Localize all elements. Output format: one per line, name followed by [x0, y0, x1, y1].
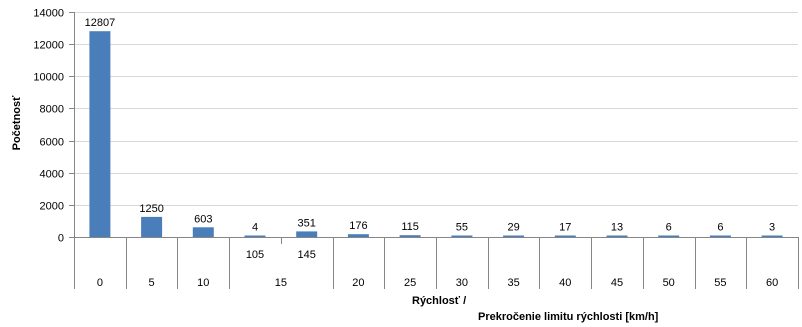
y-tick-label: 4000	[40, 169, 64, 181]
bar	[347, 234, 369, 237]
x-tick-label: 50	[663, 277, 675, 289]
x-axis-title-line2: Prekročenie limitu rýchlosti [km/h]	[478, 311, 659, 323]
bar-value-label: 17	[559, 222, 571, 234]
bar	[606, 235, 628, 237]
bar-value-label: 13	[611, 222, 623, 234]
bar-value-label: 55	[456, 222, 468, 234]
y-axis: 0 2000 4000 6000 8000 10000 12000 14000	[33, 8, 75, 245]
y-tick-label: 12000	[33, 40, 64, 52]
x-axis-title-line1: Rýchlosť /	[412, 295, 466, 307]
bar	[192, 227, 214, 237]
x-tick-label: 55	[714, 277, 726, 289]
bar-value-label: 12807	[85, 17, 116, 29]
y-axis-title: Početnosť	[11, 95, 23, 151]
bar-value-label: 6	[717, 222, 723, 234]
x-axis: 0 5 10 15 20 25 30 35 40 45 50 55 60 105 145	[74, 237, 799, 289]
y-tick-label: 6000	[40, 137, 64, 149]
y-tick-label: 14000	[33, 8, 64, 20]
bar	[399, 235, 421, 237]
x-tick-label: 15	[275, 277, 287, 289]
x-tick-label: 45	[611, 277, 623, 289]
bar-value-label: 29	[507, 222, 519, 234]
bar	[658, 235, 680, 237]
bar	[89, 31, 111, 238]
y-tick-label: 10000	[33, 72, 64, 84]
bar	[709, 235, 731, 237]
y-tick-label: 0	[58, 233, 64, 245]
x-subcategory-label: 105	[246, 249, 264, 261]
x-tick-label: 40	[559, 277, 571, 289]
x-tick-label: 0	[97, 277, 103, 289]
x-tick-label: 5	[149, 277, 155, 289]
x-tick-label: 60	[766, 277, 778, 289]
y-tick-label: 2000	[40, 201, 64, 213]
bar	[141, 216, 163, 237]
bar-value-label: 1250	[139, 203, 163, 215]
bar	[296, 231, 318, 237]
bar-value-label: 603	[194, 213, 212, 225]
bar	[761, 235, 783, 237]
bar	[451, 235, 473, 237]
bar-value-label: 351	[298, 217, 316, 229]
gridlines	[74, 12, 798, 206]
bar	[244, 235, 266, 237]
bar-value-label: 3	[769, 222, 775, 234]
bar-value-label: 4	[252, 222, 258, 234]
x-tick-label: 35	[507, 277, 519, 289]
x-tick-label: 30	[456, 277, 468, 289]
x-tick-label: 20	[352, 277, 364, 289]
x-tick-label: 25	[404, 277, 416, 289]
bars	[89, 31, 783, 238]
x-subcategory-label: 145	[298, 249, 316, 261]
x-tick-label: 10	[197, 277, 209, 289]
bar-value-label: 115	[401, 221, 419, 233]
bar-value-label: 6	[666, 222, 672, 234]
y-tick-label: 8000	[40, 104, 64, 116]
bar	[554, 235, 576, 237]
bar-value-label: 176	[349, 220, 367, 232]
data-labels: 12807 1250 603 4 351 176 115 55 29 17 13 6 6 3	[85, 17, 776, 233]
bar	[503, 235, 525, 237]
